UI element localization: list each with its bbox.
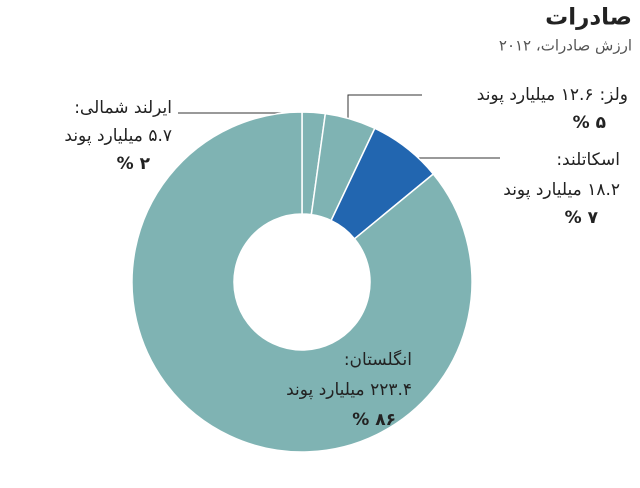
- slice-label: ولز:: [600, 85, 629, 105]
- slice-label: اسکاتلند:: [556, 150, 620, 170]
- leader-line: [347, 94, 422, 128]
- value-label: ۵.۷ میلیارد پوند: [64, 126, 172, 146]
- value-label: ۲۲۳.۴ میلیارد پوند: [286, 380, 412, 400]
- slice-label: ایرلند شمالی:: [74, 98, 172, 118]
- chart-title: صادرات: [545, 5, 632, 31]
- value-label: ۱۲.۶ میلیارد پوند: [477, 85, 594, 105]
- donut-slice: [131, 111, 473, 453]
- percent-label: ۲ %: [117, 154, 151, 174]
- chart-subtitle: ارزش صادرات، ۲۰۱۲: [499, 37, 632, 55]
- percent-label: ۸۶ %: [352, 410, 396, 430]
- value-label: ۱۸.۲ میلیارد پوند: [503, 180, 620, 200]
- percent-label: ۵ %: [573, 113, 606, 133]
- slice-label: انگلستان:: [344, 349, 412, 370]
- percent-label: ۷ %: [565, 208, 599, 228]
